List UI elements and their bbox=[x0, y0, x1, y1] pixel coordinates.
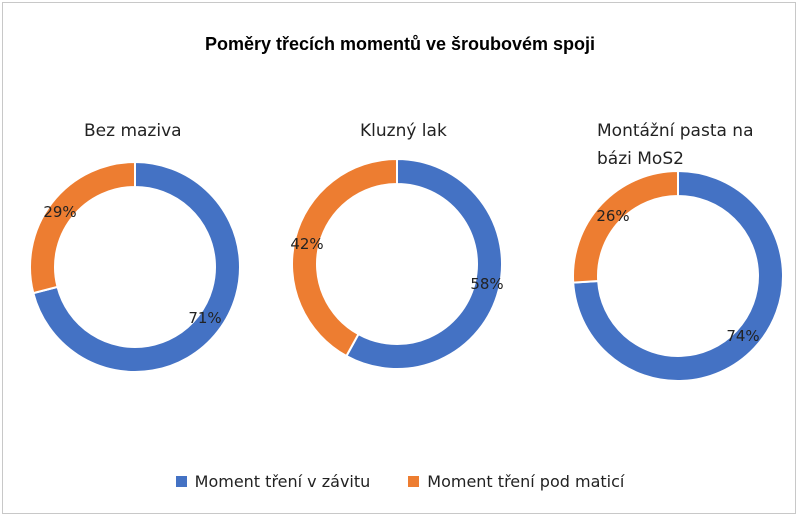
donut-title-bez-maziva: Bez maziva bbox=[84, 121, 182, 141]
legend-swatch-blue bbox=[175, 476, 187, 487]
donut-title-montazni-pasta: Montážní pasta na bázi MoS2 bbox=[597, 121, 754, 169]
donut-0-slice-nut[interactable] bbox=[29, 160, 136, 295]
chart-title: Poměry třecích momentů ve šroubovém spoj… bbox=[204, 34, 596, 54]
donut-1-slice-thread[interactable] bbox=[345, 157, 503, 370]
donut-1-slice-nut[interactable] bbox=[291, 157, 398, 358]
donut-0-label-thread: 71% bbox=[188, 309, 221, 327]
legend-label-nut: Moment tření pod maticí bbox=[427, 472, 625, 491]
donut-1-label-thread: 58% bbox=[470, 275, 503, 293]
donut-2-label-nut: 26% bbox=[596, 207, 629, 225]
donut-title-kluzny-lak: Kluzný lak bbox=[360, 121, 447, 141]
donut-0-label-nut: 29% bbox=[43, 203, 76, 221]
donut-0-slice-thread[interactable] bbox=[32, 160, 241, 373]
donut-2-slice-thread[interactable] bbox=[572, 169, 784, 382]
donut-2-slice-nut[interactable] bbox=[572, 169, 679, 284]
donut-1-label-nut: 42% bbox=[290, 235, 323, 253]
donut-2-label-thread: 74% bbox=[726, 327, 759, 345]
legend-swatch-orange bbox=[408, 476, 420, 487]
legend-label-thread: Moment tření v závitu bbox=[194, 472, 371, 491]
legend: Moment tření v závitu Moment tření pod m… bbox=[0, 472, 800, 491]
legend-item-nut[interactable]: Moment tření pod maticí bbox=[408, 472, 624, 491]
legend-item-thread[interactable]: Moment tření v závitu bbox=[175, 472, 371, 491]
